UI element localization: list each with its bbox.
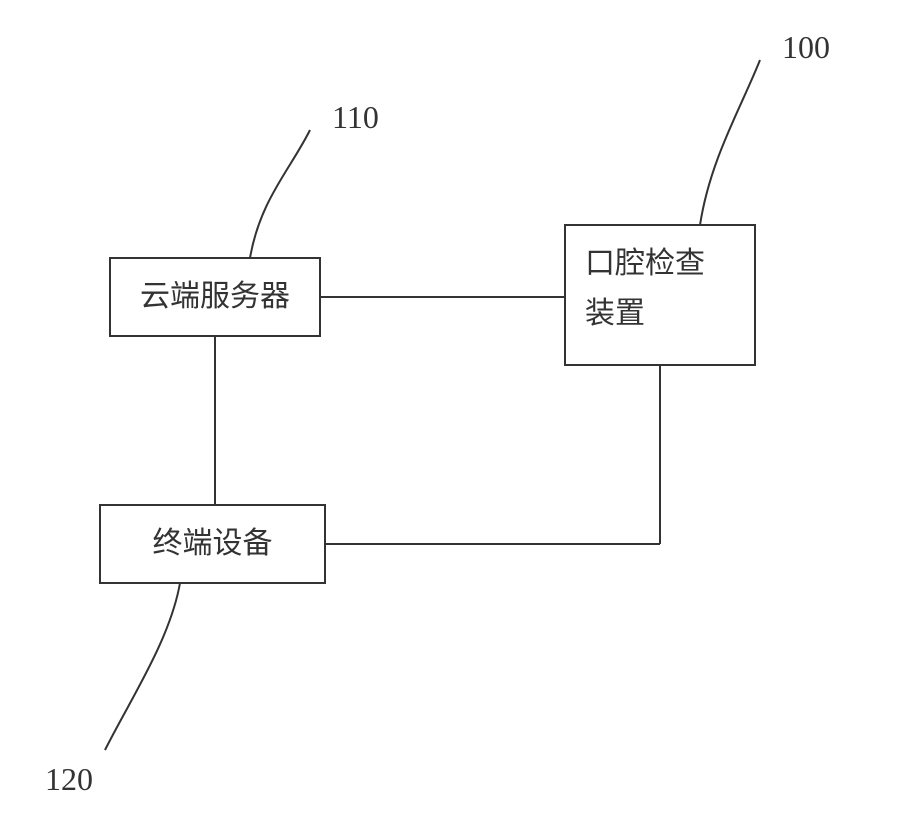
node-box (565, 225, 755, 365)
ref-numeral-100: 100 (782, 29, 830, 65)
leader-line (700, 60, 760, 225)
node-label: 终端设备 (153, 527, 273, 560)
leader-line (105, 583, 180, 750)
node-terminal: 终端设备 (100, 505, 325, 583)
leader-line (250, 130, 310, 258)
node-cloud-server: 云端服务器 (110, 258, 320, 336)
ref-numeral-120: 120 (45, 761, 93, 797)
node-label-line1: 口腔检查 (585, 247, 705, 280)
diagram-canvas: 云端服务器 口腔检查 装置 终端设备 110 100 120 (0, 0, 897, 824)
node-label-line2: 装置 (585, 297, 645, 330)
node-label: 云端服务器 (140, 280, 290, 313)
node-oral-device: 口腔检查 装置 (565, 225, 755, 365)
ref-numeral-110: 110 (332, 99, 379, 135)
